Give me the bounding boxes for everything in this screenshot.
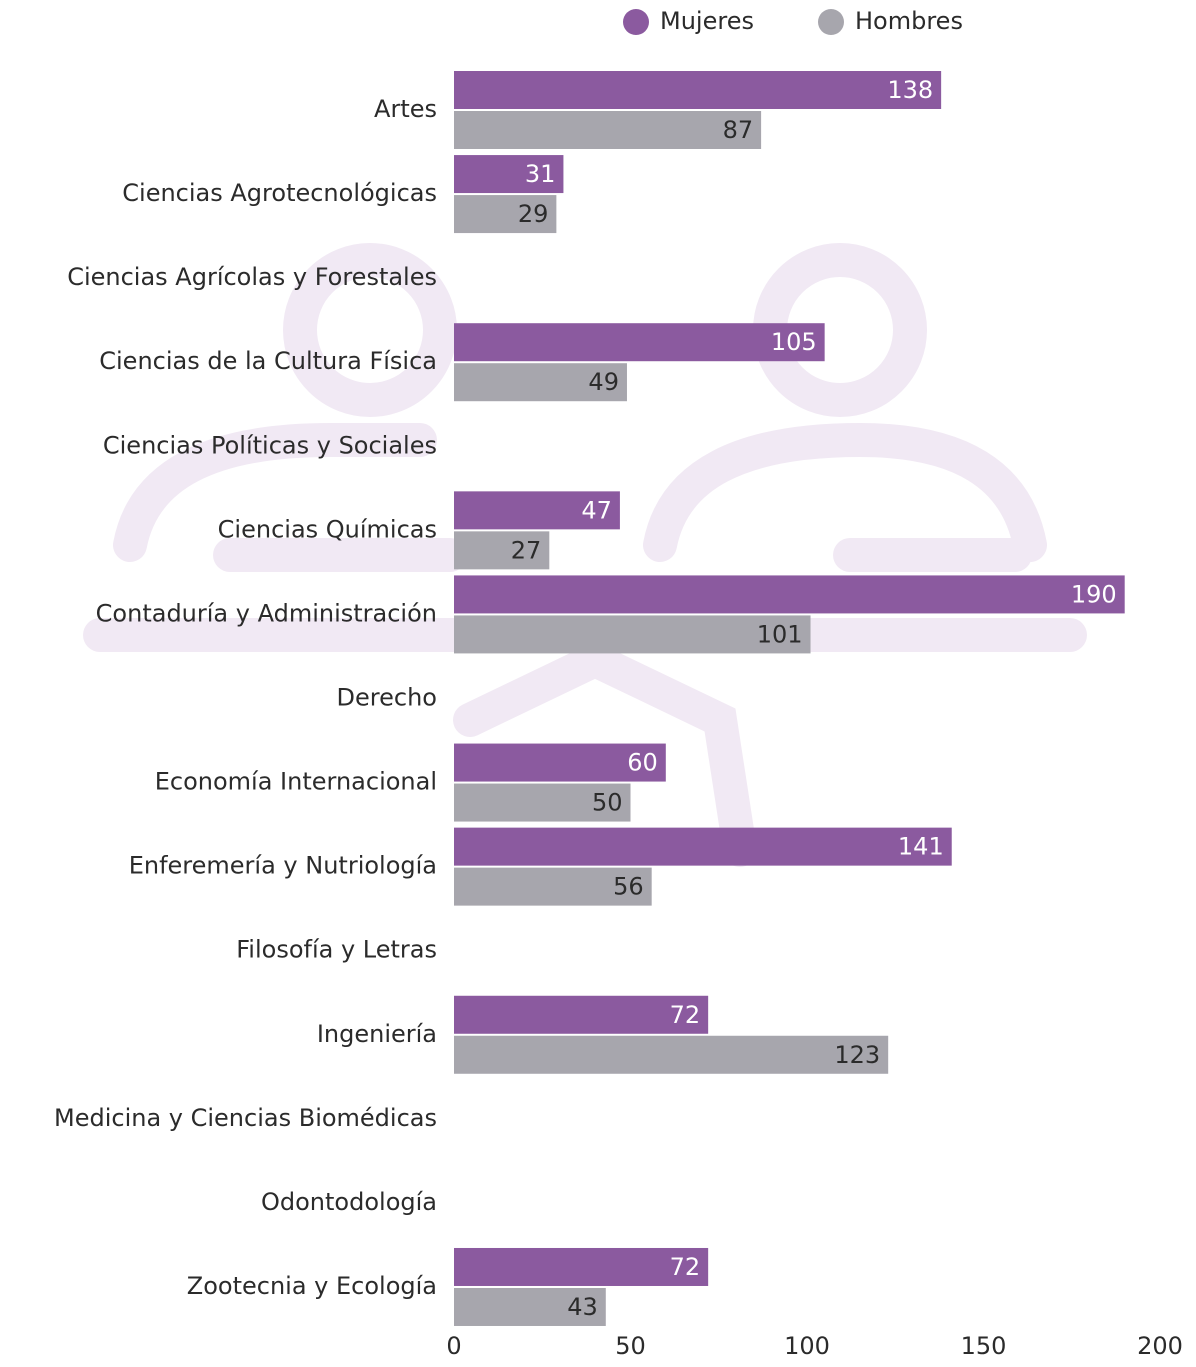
y-tick-label: Ciencias de la Cultura Física	[99, 347, 437, 375]
x-tick-label: 150	[961, 1332, 1007, 1360]
bar	[454, 155, 564, 194]
value-label: 49	[588, 368, 619, 396]
y-tick-label: Medicina y Ciencias Biomédicas	[54, 1104, 437, 1132]
bar	[454, 867, 652, 906]
x-tick-label: 0	[446, 1332, 461, 1360]
y-tick-label: Ciencias Políticas y Sociales	[103, 431, 437, 459]
value-label: 43	[567, 1293, 598, 1321]
watermark	[83, 243, 1087, 867]
legend-marker	[818, 9, 844, 35]
bar	[454, 827, 952, 866]
bar	[454, 743, 666, 782]
value-label: 87	[723, 116, 754, 144]
y-tick-label: Ciencias Agrícolas y Forestales	[67, 263, 437, 291]
value-label: 190	[1071, 580, 1117, 608]
value-label: 141	[898, 833, 944, 861]
value-label: 72	[670, 1001, 701, 1029]
y-tick-label: Odontodología	[261, 1188, 437, 1216]
value-label: 47	[581, 496, 612, 524]
value-label: 31	[525, 160, 556, 188]
bar	[454, 575, 1125, 614]
bar	[454, 1247, 709, 1286]
legend-marker	[623, 9, 649, 35]
y-tick-label: Ingeniería	[317, 1020, 437, 1048]
y-tick-label: Economía Internacional	[155, 768, 437, 796]
value-label: 29	[518, 200, 549, 228]
value-label: 60	[627, 749, 658, 777]
bar	[454, 363, 627, 402]
x-tick-label: 100	[784, 1332, 830, 1360]
value-label: 101	[757, 620, 803, 648]
x-tick-label: 50	[615, 1332, 646, 1360]
value-label: 27	[511, 536, 542, 564]
y-tick-label: Artes	[374, 95, 437, 123]
bar	[454, 1035, 889, 1074]
value-label: 56	[613, 873, 644, 901]
y-tick-label: Ciencias Químicas	[218, 515, 437, 543]
y-tick-label: Zootecnia y Ecología	[187, 1272, 437, 1300]
bar	[454, 195, 557, 234]
legend-label: Mujeres	[660, 7, 754, 35]
value-label: 138	[887, 76, 933, 104]
y-tick-label: Filosofía y Letras	[236, 936, 437, 964]
bar	[454, 1287, 606, 1326]
value-label: 50	[592, 789, 623, 817]
value-label: 123	[834, 1041, 880, 1069]
value-label: 105	[771, 328, 817, 356]
bar	[454, 531, 550, 570]
bar	[454, 111, 762, 149]
y-tick-label: Enferemería y Nutriología	[129, 852, 437, 880]
bar	[454, 615, 811, 654]
y-tick-label: Derecho	[337, 683, 437, 711]
y-tick-label: Ciencias Agrotecnológicas	[122, 179, 437, 207]
value-label: 72	[670, 1253, 701, 1281]
bar	[454, 323, 825, 362]
x-tick-label: 200	[1137, 1332, 1183, 1360]
bar	[454, 783, 631, 822]
legend-label: Hombres	[855, 7, 963, 35]
bar	[454, 995, 709, 1034]
bar	[454, 491, 620, 530]
y-tick-label: Contaduría y Administración	[96, 599, 437, 627]
bar	[454, 71, 942, 109]
